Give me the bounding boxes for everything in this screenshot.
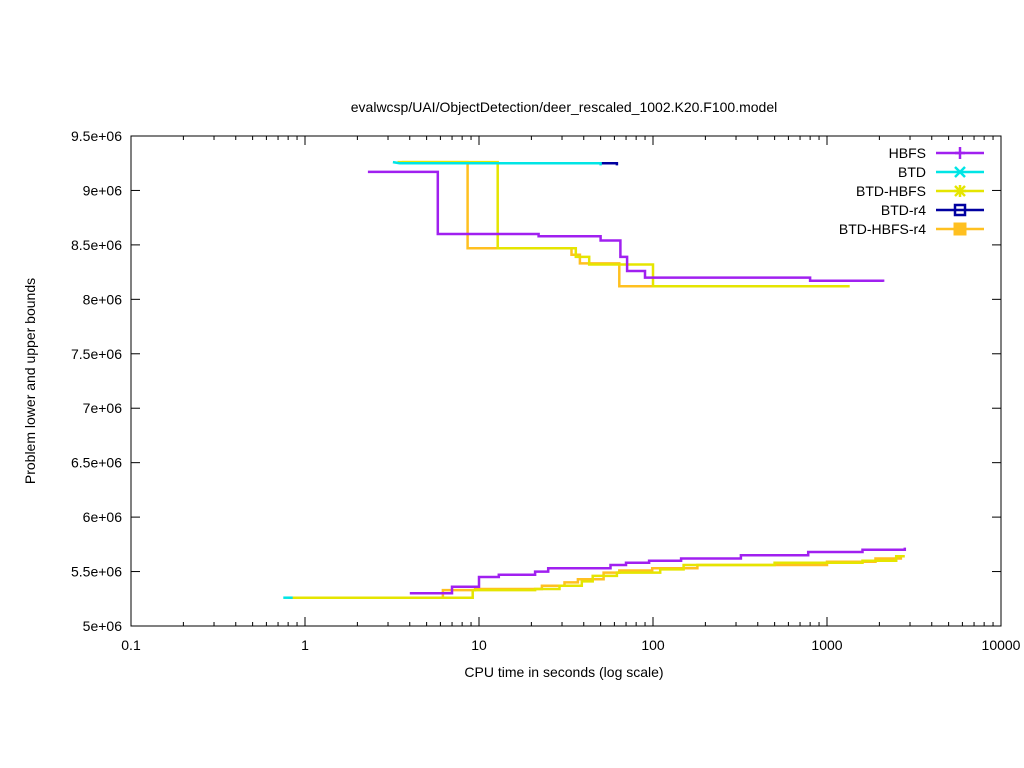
chart-title: evalwcsp/UAI/ObjectDetection/deer_rescal… (351, 99, 777, 115)
x-axis-label: CPU time in seconds (log scale) (464, 664, 663, 680)
x-tick-label: 10 (471, 637, 487, 653)
legend-marker (954, 185, 966, 197)
legend-label: HBFS (889, 145, 926, 161)
x-tick-label: 1000 (811, 637, 842, 653)
series-hbfs-line-lower (409, 547, 907, 595)
series-btd-line-upper (392, 160, 602, 166)
legend-label: BTD (898, 164, 926, 180)
y-tick-label: 7e+06 (83, 400, 123, 416)
legend-marker (954, 166, 966, 178)
y-tick-label: 9e+06 (83, 182, 123, 198)
y-tick-label: 6.5e+06 (71, 455, 122, 471)
y-tick-label: 5.5e+06 (71, 564, 122, 580)
y-tick-label: 6e+06 (83, 509, 123, 525)
legend-label: BTD-HBFS-r4 (839, 221, 926, 237)
legend-item-hbfs: HBFS (889, 145, 984, 161)
legend-marker (955, 147, 965, 159)
x-tick-label: 100 (641, 637, 665, 653)
y-tick-label: 8e+06 (83, 291, 123, 307)
y-tick-label: 8.5e+06 (71, 237, 122, 253)
series-layer (283, 160, 907, 599)
y-axis: 5e+06 5.5e+06 6e+06 6.5e+06 7e+06 7.5e+06 8e+0… (71, 128, 1001, 634)
series-btd-hbfs-line-lower (292, 555, 905, 599)
legend: HBFS BTD BTD-HBFS BTD-r4 BTD-HBFS-r4 (839, 145, 984, 237)
plot-area-border (130, 135, 1002, 627)
series-hbfs-line-upper (367, 170, 885, 283)
legend-marker (953, 203, 967, 217)
x-tick-label: 0.1 (121, 637, 141, 653)
legend-item-btd-hbfs: BTD-HBFS (856, 183, 984, 199)
legend-label: BTD-HBFS (856, 183, 926, 199)
y-axis-label: Problem lower and upper bounds (22, 278, 38, 484)
series-btd-hbfs-line-upper (397, 160, 850, 288)
x-tick-label: 10000 (982, 637, 1021, 653)
x-axis: 0.1 1 10 100 1000 10000 (121, 136, 1021, 653)
legend-item-btd: BTD (898, 164, 984, 180)
x-tick-label: 1 (301, 637, 309, 653)
y-tick-label: 5e+06 (83, 618, 123, 634)
y-tick-label: 7.5e+06 (71, 346, 122, 362)
legend-label: BTD-r4 (881, 202, 926, 218)
legend-marker (953, 222, 967, 236)
y-tick-label: 9.5e+06 (71, 128, 122, 144)
legend-item-btd-r4: BTD-r4 (881, 202, 984, 218)
legend-item-btd-hbfs-r4: BTD-HBFS-r4 (839, 221, 984, 237)
